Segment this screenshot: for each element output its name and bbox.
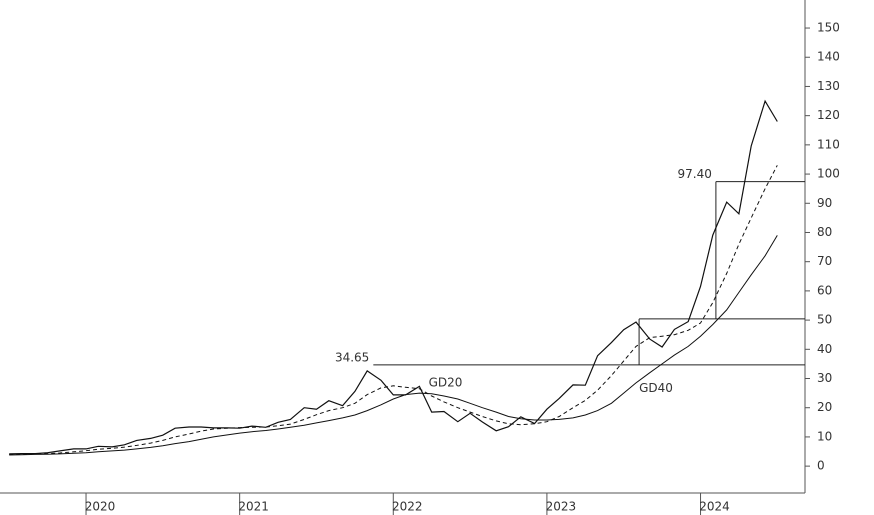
- x-tick-label: 2020: [85, 500, 116, 514]
- y-tick-label: 150: [817, 21, 840, 35]
- y-tick-label: 50: [817, 313, 832, 327]
- y-tick-label: 20: [817, 400, 832, 414]
- y-tick-label: 0: [817, 459, 825, 473]
- series-line: [9, 165, 778, 455]
- y-tick-label: 80: [817, 225, 832, 239]
- x-tick-label: 2023: [546, 500, 577, 514]
- series-line: [9, 235, 778, 456]
- y-tick-label: 140: [817, 50, 840, 64]
- annotation: GD20: [429, 375, 463, 389]
- x-tick-label: 2022: [392, 500, 423, 514]
- y-tick-label: 110: [817, 137, 840, 151]
- y-tick-label: 60: [817, 283, 832, 297]
- y-tick-label: 90: [817, 196, 832, 210]
- y-tick-label: 10: [817, 429, 832, 443]
- x-tick-label: 2024: [699, 500, 730, 514]
- y-tick-label: 100: [817, 167, 840, 181]
- level-label: 34.65: [335, 350, 369, 364]
- annotation: GD40: [639, 381, 673, 395]
- y-tick-label: 120: [817, 108, 840, 122]
- series-line: [9, 99, 778, 455]
- y-tick-label: 70: [817, 254, 832, 268]
- y-tick-label: 130: [817, 79, 840, 93]
- y-tick-label: 40: [817, 342, 832, 356]
- y-tick-label: 30: [817, 371, 832, 385]
- x-tick-label: 2021: [238, 500, 269, 514]
- level-label: 97.40: [678, 167, 712, 181]
